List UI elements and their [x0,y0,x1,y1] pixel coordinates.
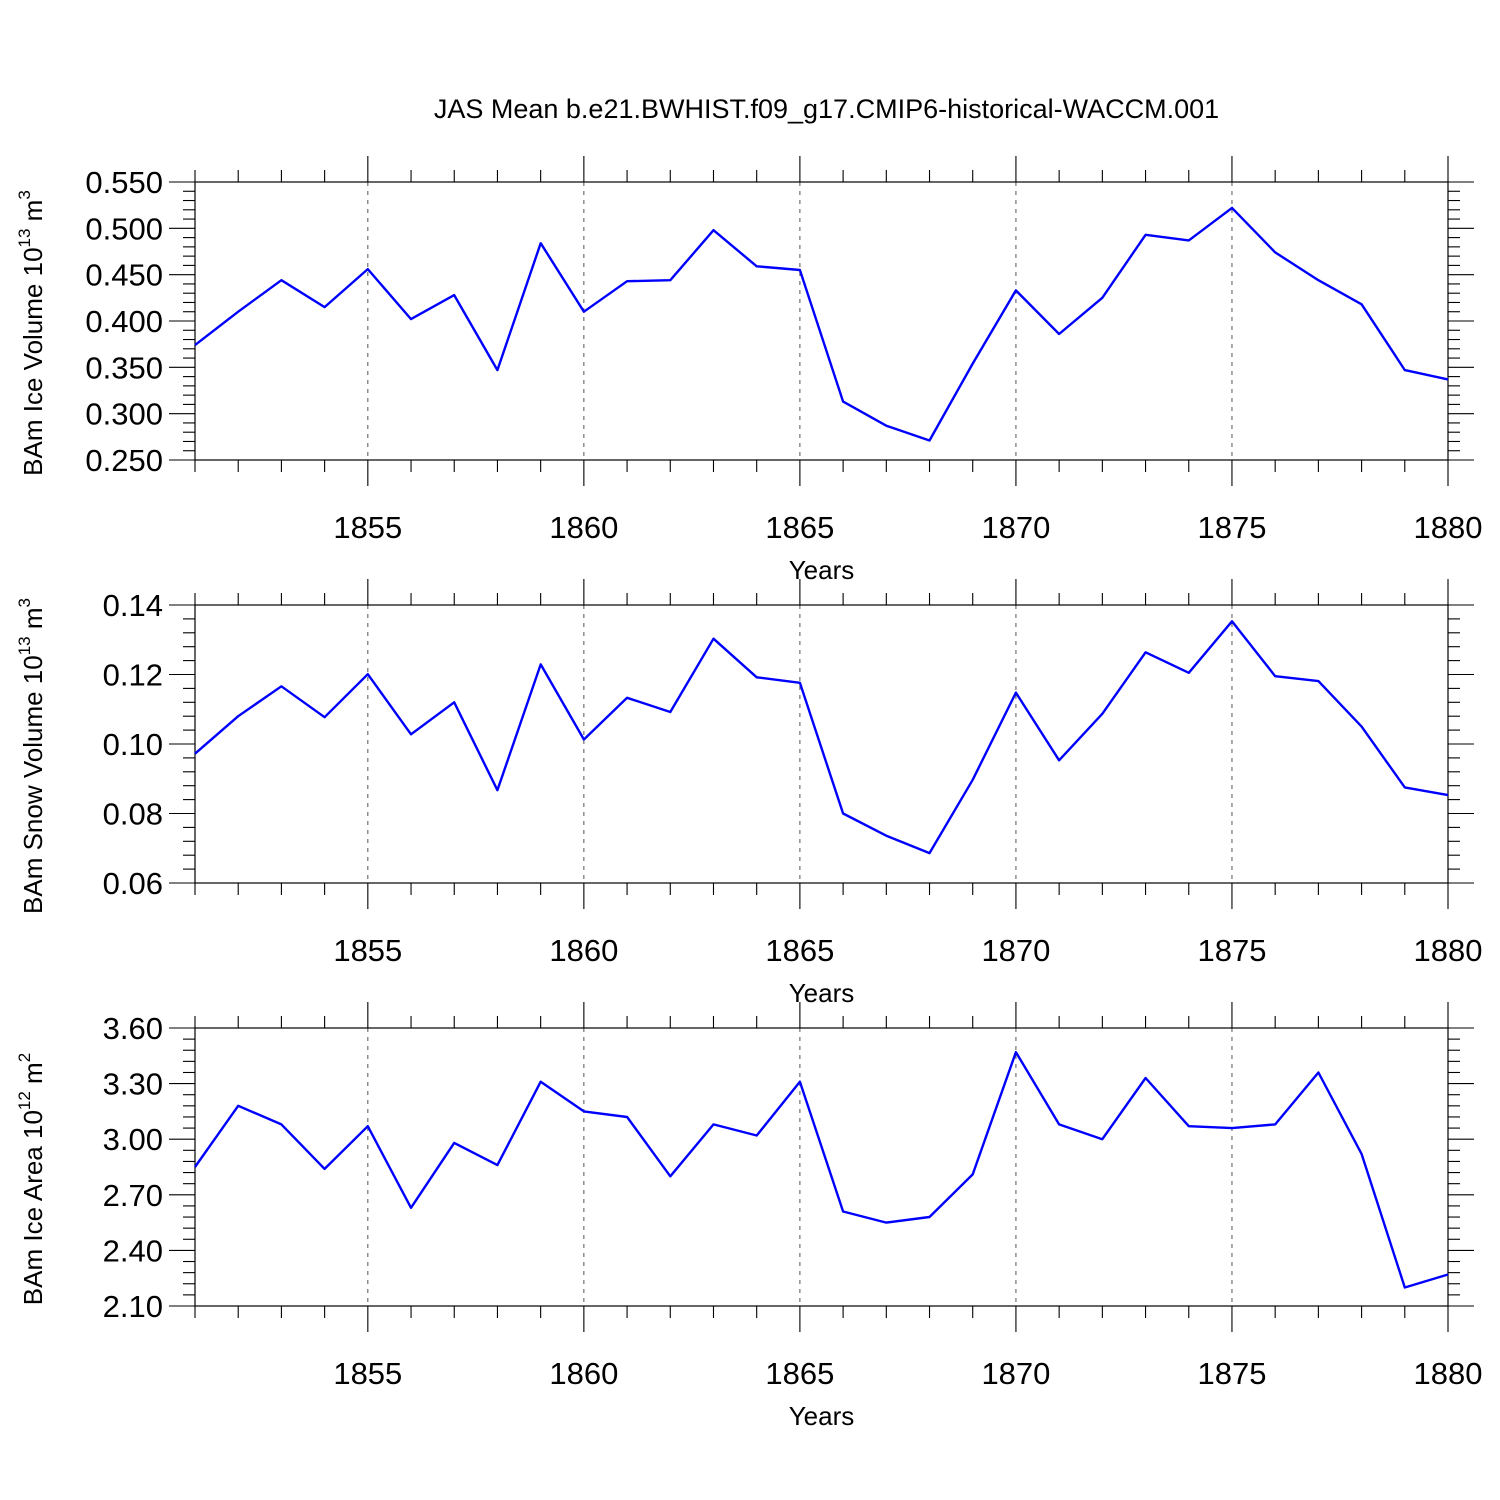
y-tick-label: 3.60 [103,1011,163,1046]
y-axis-label: BAm Ice Area 1012 m2 [15,1053,48,1305]
x-tick-label: 1865 [765,933,834,968]
y-tick-label: 2.40 [103,1233,163,1268]
y-tick-label: 0.450 [85,258,163,293]
x-tick-label: 1865 [765,510,834,545]
y-tick-label: 0.10 [103,727,163,762]
x-axis-label: Years [789,1401,855,1431]
x-tick-label: 1875 [1197,510,1266,545]
x-tick-label: 1855 [333,510,402,545]
y-tick-label: 2.70 [103,1178,163,1213]
y-tick-label: 0.06 [103,866,163,901]
plot-frame [194,1027,1449,1307]
y-tick-label: 0.500 [85,211,163,246]
x-tick-label: 1860 [549,510,618,545]
series-line [194,206,1449,442]
figure-title: JAS Mean b.e21.BWHIST.f09_g17.CMIP6-hist… [434,94,1219,124]
y-tick-label: 0.08 [103,797,163,832]
y-axis-label: BAm Snow Volume 1013 m3 [15,598,48,914]
plot-frame [194,604,1449,884]
y-tick-label: 0.350 [85,350,163,385]
y-tick-label: 0.550 [85,165,163,200]
x-axis-label: Years [789,555,855,585]
chart-panel-3: 2.10 2.40 2.70 3.00 3.30 3.60 1855 1860 1865 1870… [15,1002,1482,1431]
x-tick-label: 1860 [549,1356,618,1391]
x-tick-label: 1870 [981,933,1050,968]
x-tick-label: 1855 [333,1356,402,1391]
y-tick-label: 3.30 [103,1067,163,1102]
x-tick-label: 1860 [549,933,618,968]
x-tick-label: 1870 [981,1356,1050,1391]
series-line [194,620,1449,855]
y-tick-label: 3.00 [103,1122,163,1157]
y-tick-label: 0.300 [85,397,163,432]
y-tick-label: 0.400 [85,304,163,339]
y-tick-label: 2.10 [103,1289,163,1324]
x-tick-label: 1880 [1414,1356,1483,1391]
x-tick-label: 1875 [1197,933,1266,968]
y-axis-label: BAm Ice Volume 1013 m3 [15,190,48,476]
plot-frame [194,181,1449,461]
x-tick-label: 1865 [765,1356,834,1391]
panels-container: 0.250 0.300 0.350 0.400 0.450 0.500 0.550 1855 1… [15,156,1482,1431]
series-line [194,1050,1449,1289]
x-tick-label: 1880 [1414,933,1483,968]
chart-panel-1: 0.250 0.300 0.350 0.400 0.450 0.500 0.550 1855 1… [15,156,1482,585]
x-tick-label: 1880 [1414,510,1483,545]
y-tick-label: 0.250 [85,443,163,478]
x-tick-label: 1875 [1197,1356,1266,1391]
y-tick-label: 0.12 [103,658,163,693]
x-tick-label: 1870 [981,510,1050,545]
y-tick-label: 0.14 [103,588,163,623]
chart-panel-2: 0.06 0.08 0.10 0.12 0.14 1855 1860 1865 1870 1875… [15,579,1482,1008]
x-tick-label: 1855 [333,933,402,968]
x-axis-label: Years [789,978,855,1008]
